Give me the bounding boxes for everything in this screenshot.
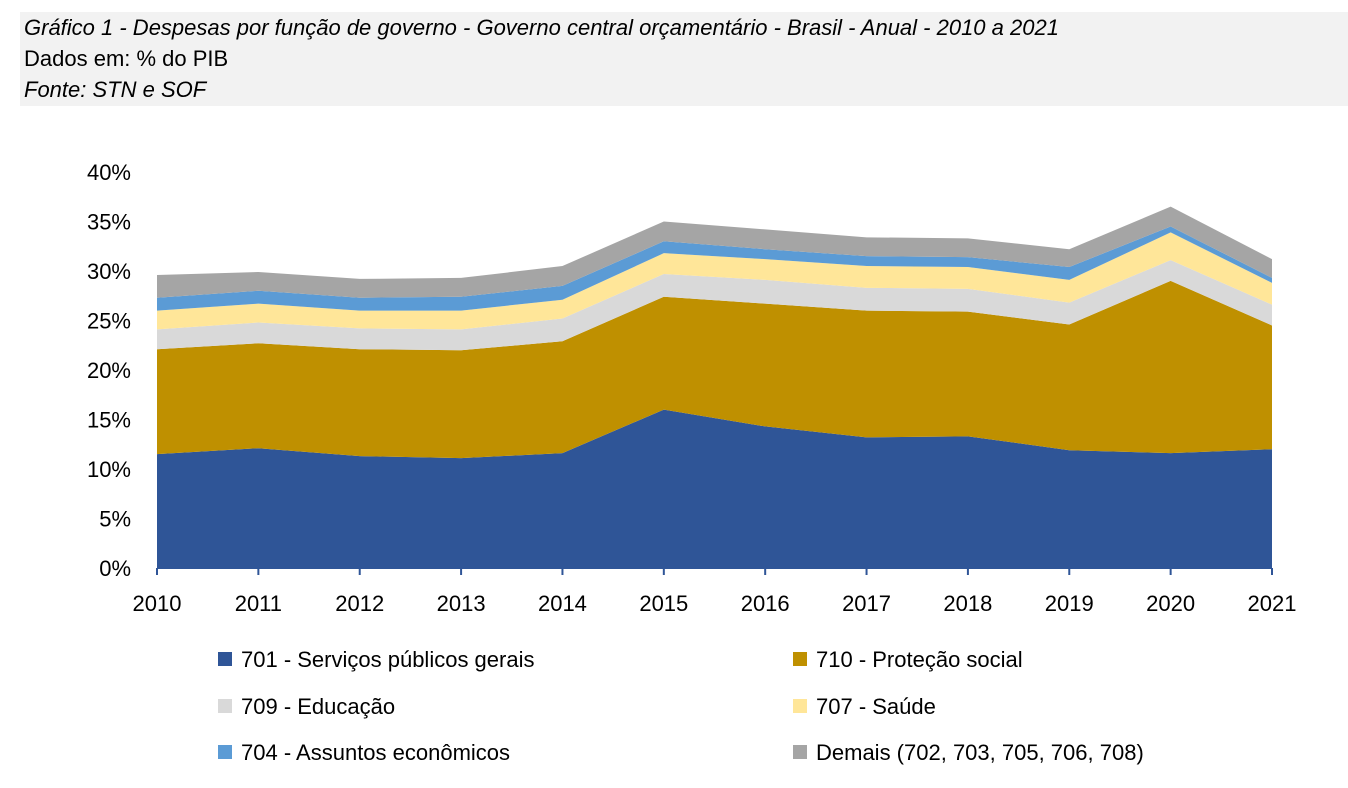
area-series-1 xyxy=(157,409,1272,568)
y-tick-label: 25% xyxy=(87,309,131,334)
x-tick-label: 2019 xyxy=(1045,591,1094,616)
x-tick-label: 2010 xyxy=(133,591,182,616)
x-tick-label: 2012 xyxy=(335,591,384,616)
area-series-4 xyxy=(157,232,1272,330)
x-tick-label: 2011 xyxy=(235,591,282,616)
chart-units: Dados em: % do PIB xyxy=(24,46,229,71)
chart-source: Fonte: STN e SOF xyxy=(24,77,207,102)
chart-title: Gráfico 1 - Despesas por função de gover… xyxy=(24,15,1059,40)
legend-label: 707 - Saúde xyxy=(816,694,936,719)
y-tick-label: 5% xyxy=(99,507,131,532)
area-series-5 xyxy=(157,226,1272,311)
legend: 701 - Serviços públicos gerais 710 - Prot… xyxy=(218,647,1144,765)
y-tick-label: 30% xyxy=(87,259,131,284)
y-tick-label: 15% xyxy=(87,408,131,433)
area-series-6 xyxy=(157,206,1272,298)
x-tick-label: 2021 xyxy=(1248,591,1297,616)
legend-swatch xyxy=(793,652,807,666)
x-tick-label: 2016 xyxy=(741,591,790,616)
y-tick-label: 10% xyxy=(87,457,131,482)
legend-swatch xyxy=(218,745,232,759)
legend-label: 701 - Serviços públicos gerais xyxy=(241,647,534,672)
y-tick-label: 0% xyxy=(99,556,131,581)
x-tick-label: 2018 xyxy=(943,591,992,616)
x-tick-label: 2020 xyxy=(1146,591,1195,616)
legend-swatch xyxy=(793,699,807,713)
legend-swatch xyxy=(793,745,807,759)
area-series-2 xyxy=(157,280,1272,459)
legend-label: 709 - Educação xyxy=(241,694,395,719)
area-series-group xyxy=(157,206,1272,568)
area-series-3 xyxy=(157,260,1272,351)
y-tick-label: 40% xyxy=(87,160,131,185)
x-tick-label: 2017 xyxy=(842,591,891,616)
x-tick-label: 2013 xyxy=(437,591,486,616)
y-tick-label: 35% xyxy=(87,210,131,235)
legend-label: 704 - Assuntos econômicos xyxy=(241,740,510,765)
legend-label: 710 - Proteção social xyxy=(816,647,1023,672)
axes-group: 2010 2011 2012 2013 2014 2015 2016 2017 2018 2019… xyxy=(87,160,1297,616)
legend-swatch xyxy=(218,699,232,713)
legend-swatch xyxy=(218,652,232,666)
chart-header: Gráfico 1 - Despesas por função de gover… xyxy=(20,12,1348,106)
y-tick-label: 20% xyxy=(87,358,131,383)
legend-label: Demais (702, 703, 705, 706, 708) xyxy=(816,740,1144,765)
x-tick-label: 2014 xyxy=(538,591,587,616)
x-tick-label: 2015 xyxy=(639,591,688,616)
